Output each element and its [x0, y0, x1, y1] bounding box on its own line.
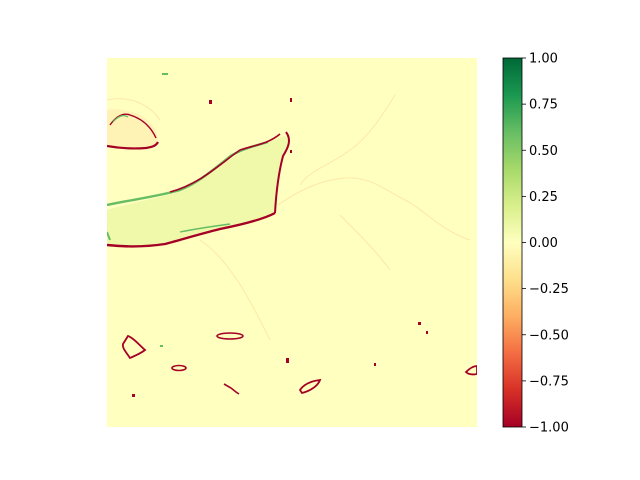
pond-left	[121, 334, 147, 360]
upper-left-lake-south-shore	[107, 141, 159, 150]
pond-center-left	[171, 364, 187, 372]
faint-river-lines	[107, 94, 471, 341]
upper-left-lake-green-edge	[112, 115, 129, 123]
pond-bottom-right	[298, 378, 322, 395]
speckles	[132, 73, 428, 397]
colorbar-ticks: 1.00 0.75 0.50 0.25 0.00 −0.25 −0.50 −0.75 −1.00	[522, 52, 569, 436]
lake-south-shore	[107, 211, 276, 248]
colorbar-tick-label: 0.25	[529, 190, 558, 205]
lake-fill	[107, 136, 289, 247]
colorbar-tick-label: 0.50	[529, 144, 558, 159]
colorbar-tick-label: −0.50	[529, 328, 569, 343]
colorbar-gradient	[502, 57, 523, 428]
colorbar-tick-label: 0.00	[529, 236, 558, 251]
colorbar-tick-label: 0.75	[529, 98, 558, 113]
lake-north-shore-red	[169, 133, 281, 193]
colorbar-tick-label: −0.75	[529, 374, 569, 389]
colorbar-tick-label: −1.00	[529, 421, 569, 436]
lake-south-green-patch	[179, 223, 231, 233]
heatmap-image	[107, 58, 477, 427]
lake-east-shore	[274, 131, 291, 214]
lake-west-green-patch	[107, 231, 111, 241]
pond-right-edge	[464, 365, 477, 376]
pond-bottom-mid	[223, 383, 240, 395]
pond-center-top	[216, 332, 244, 340]
colorbar-tick-label: −0.25	[529, 282, 569, 297]
colorbar-tick-label: 1.00	[529, 52, 558, 67]
upper-left-lake-fill	[107, 109, 158, 148]
colorbar: 1.00 0.75 0.50 0.25 0.00 −0.25 −0.50 −0.75 −1.00	[502, 52, 569, 436]
